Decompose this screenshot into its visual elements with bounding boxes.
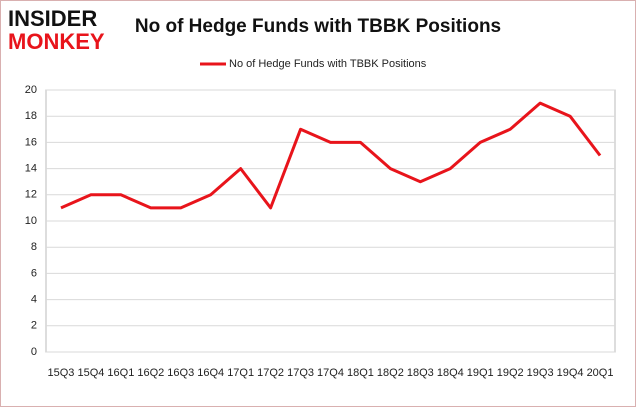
x-tick-label: 18Q1	[347, 367, 374, 379]
y-tick-label: 4	[31, 294, 37, 306]
x-tick-label: 16Q4	[197, 367, 224, 379]
y-tick-label: 14	[25, 163, 37, 175]
x-tick-label: 17Q3	[287, 367, 314, 379]
legend-label: No of Hedge Funds with TBBK Positions	[229, 58, 427, 70]
x-tick-label: 17Q1	[227, 367, 254, 379]
x-tick-label: 16Q1	[107, 367, 134, 379]
x-tick-label: 18Q4	[437, 367, 464, 379]
y-tick-label: 8	[31, 241, 37, 253]
x-tick-label: 18Q3	[407, 367, 434, 379]
x-tick-label: 20Q1	[587, 367, 614, 379]
logo-top: INSIDER	[8, 6, 97, 31]
logo-bottom: MONKEY	[8, 29, 105, 54]
x-tick-label: 19Q3	[527, 367, 554, 379]
y-tick-label: 10	[25, 215, 37, 227]
x-tick-label: 19Q2	[497, 367, 524, 379]
chart-title: No of Hedge Funds with TBBK Positions	[135, 16, 501, 37]
y-tick-label: 0	[31, 346, 37, 358]
y-tick-label: 12	[25, 189, 37, 201]
y-tick-label: 2	[31, 320, 37, 332]
x-tick-label: 18Q2	[377, 367, 404, 379]
x-tick-label: 17Q4	[317, 367, 344, 379]
x-tick-label: 19Q4	[557, 367, 584, 379]
x-tick-label: 15Q3	[48, 367, 75, 379]
x-tick-label: 16Q2	[137, 367, 164, 379]
data-line	[60, 101, 602, 210]
x-tick-label: 16Q3	[167, 367, 194, 379]
x-tick-label: 19Q1	[467, 367, 494, 379]
x-tick-label: 17Q2	[257, 367, 284, 379]
y-tick-label: 16	[25, 136, 37, 148]
y-tick-label: 18	[25, 110, 37, 122]
y-tick-label: 6	[31, 267, 37, 279]
y-tick-label: 20	[25, 84, 37, 96]
x-tick-label: 15Q4	[77, 367, 104, 379]
